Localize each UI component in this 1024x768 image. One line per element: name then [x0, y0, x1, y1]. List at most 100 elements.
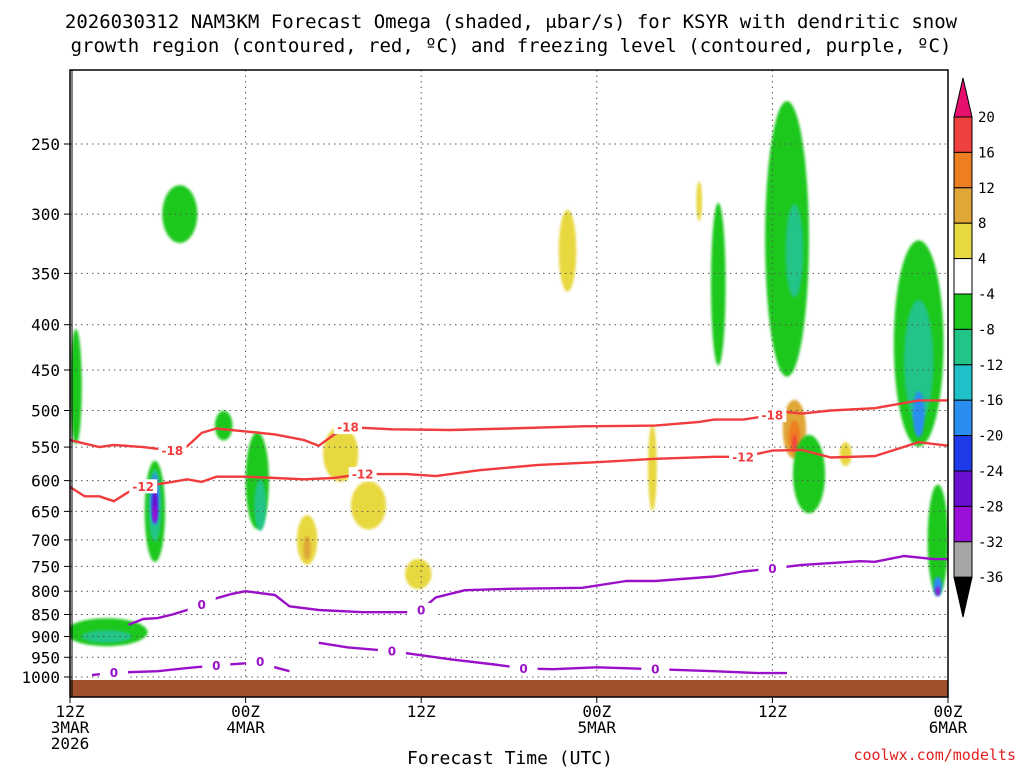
colorbar-swatch-11 [953, 470, 973, 507]
chart-title-line-1: 2026030312 NAM3KM Forecast Omega (shaded… [65, 11, 958, 33]
omega-feature-5 [152, 505, 157, 524]
x-tick-label-4-1: 12Z [758, 702, 787, 721]
omega-feature-22 [785, 203, 804, 298]
x-tick-label-0-2: 3MAR [51, 718, 90, 737]
omega-feature-27 [839, 442, 852, 467]
dgz-contour-label-0-1: -18 [337, 421, 359, 435]
colorbar-swatch-3 [953, 187, 973, 224]
colorbar-swatch-2 [953, 151, 973, 189]
colorbar-swatch-13 [953, 541, 973, 578]
x-axis-label: Forecast Time (UTC) [407, 748, 613, 768]
plot-frame [69, 69, 949, 698]
x-tick-label-5-2: 6MAR [929, 718, 968, 737]
x-tick-label-0-1: 12Z [56, 702, 85, 721]
x-tick-label-0-3: 2026 [51, 734, 90, 753]
x-tick-label-1-2: 4MAR [226, 718, 265, 737]
colorbar-label-10: -24 [978, 464, 1003, 480]
colorbar-label-2: 12 [978, 181, 995, 197]
dgz-contour-label-bg-1-0 [129, 479, 158, 494]
y-tick-label-950: 950 [31, 648, 60, 667]
omega-feature-33 [935, 586, 940, 596]
omega-shading [70, 101, 948, 647]
colorbar-label-5: -4 [978, 287, 995, 303]
omega-feature-10 [254, 479, 267, 531]
omega-feature-25 [792, 434, 797, 453]
freezing-contour-label-0-1: 0 [417, 604, 425, 618]
dgz-contour-label-1-2: -12 [732, 450, 754, 464]
colorbar: 20 16 12 8 4 -4 -8 -12 -16 -20 -24 -28 -32 -36 [953, 77, 1003, 618]
chart-title-line-2: growth region (contoured, red, ºC) and f… [71, 35, 952, 57]
omega-feature-30 [912, 391, 925, 438]
freezing-contour-label-bg-2-0 [99, 665, 128, 680]
omega-feature-26 [792, 434, 826, 514]
y-tick-label-450: 450 [31, 361, 60, 380]
freezing-contour-label-bg-0-2 [758, 561, 787, 576]
freezing-contour-label-bg-1-2 [641, 662, 670, 677]
freezing-contour-label-1-1: 0 [519, 662, 527, 676]
colorbar-swatch-7 [953, 328, 973, 366]
freezing-contour-label-2-2: 0 [256, 655, 264, 669]
omega-feature-8 [162, 185, 198, 244]
dgz-contour-label-bg-0-0 [158, 443, 187, 458]
freezing-contour-label-bg-2-1 [202, 658, 231, 673]
freezing-contour-label-1-2: 0 [651, 663, 659, 677]
freezing-contour-label-2-1: 0 [212, 659, 220, 673]
y-tick-label-500: 500 [31, 402, 60, 421]
x-tick-label-5-1: 00Z [934, 702, 963, 721]
x-tick-label-3-2: 5MAR [578, 718, 617, 737]
omega-feature-31 [927, 484, 948, 596]
omega-feature-7 [81, 630, 132, 643]
freezing-contour-label-2-0: 0 [110, 666, 118, 680]
dgz-contour-label-bg-1-2 [729, 449, 758, 464]
y-tick-label-1000: 1000 [21, 668, 60, 687]
freezing-contour-label-bg-1-0 [377, 644, 406, 659]
dgz-contour-label-bg-0-1 [334, 420, 362, 435]
omega-feature-18 [648, 424, 657, 511]
y-tick-label-350: 350 [31, 264, 60, 283]
omega-feature-20 [711, 202, 726, 366]
colorbar-label-13: -36 [978, 570, 1003, 586]
colorbar-swatch-12 [953, 505, 973, 543]
y-tick-label-650: 650 [31, 502, 60, 521]
colorbar-label-9: -20 [978, 429, 1003, 445]
x-tick-label-3-1: 00Z [582, 702, 611, 721]
dgz-contour-label-bg-0-2 [758, 408, 787, 423]
dgz-contour-label-1-1: -12 [352, 468, 374, 482]
colorbar-label-1: 16 [978, 145, 995, 161]
x-tick-label-2-1: 12Z [407, 702, 436, 721]
omega-feature-19 [696, 181, 703, 222]
dgz-contour-label-1-0: -12 [132, 480, 154, 494]
freezing-contour-label-bg-1-1 [509, 661, 538, 676]
colorbar-label-0: 20 [978, 110, 995, 126]
omega-feature-15 [303, 535, 311, 561]
colorbar-label-11: -28 [978, 499, 1003, 515]
colorbar-cap-bottom [953, 576, 973, 618]
colorbar-label-12: -32 [978, 535, 1003, 551]
colorbar-label-6: -8 [978, 322, 995, 338]
colorbar-swatch-10 [953, 435, 973, 472]
freezing-contour-label-0-0: 0 [198, 598, 206, 612]
credit-text: coolwx.com/modelts [853, 746, 1016, 764]
y-tick-label-300: 300 [31, 205, 60, 224]
colorbar-swatch-1 [953, 116, 973, 153]
y-tick-label-600: 600 [31, 472, 60, 491]
omega-feature-0 [70, 329, 82, 445]
y-tick-label-700: 700 [31, 531, 60, 550]
dgz-contour-label-0-0: -18 [162, 444, 184, 458]
omega-feature-13 [350, 481, 387, 530]
grid-lines [70, 70, 948, 697]
dgz-contour-label-0-2: -18 [762, 409, 784, 423]
colorbar-swatch-4 [953, 222, 973, 260]
colorbar-label-8: -16 [978, 393, 1003, 409]
contour-lines: -18 -18 -18 -12 -12 -12 0 0 0 0 0 0 0 0 0 [70, 399, 948, 680]
omega-feature-29 [904, 299, 934, 424]
freezing-contour-label-bg-0-0 [187, 597, 216, 612]
freezing-contour-label-0-2: 0 [768, 562, 776, 576]
y-tick-label-850: 850 [31, 606, 60, 625]
colorbar-swatch-9 [953, 399, 973, 437]
y-tick-label-800: 800 [31, 582, 60, 601]
y-tick-label-900: 900 [31, 628, 60, 647]
y-tick-label-400: 400 [31, 316, 60, 335]
